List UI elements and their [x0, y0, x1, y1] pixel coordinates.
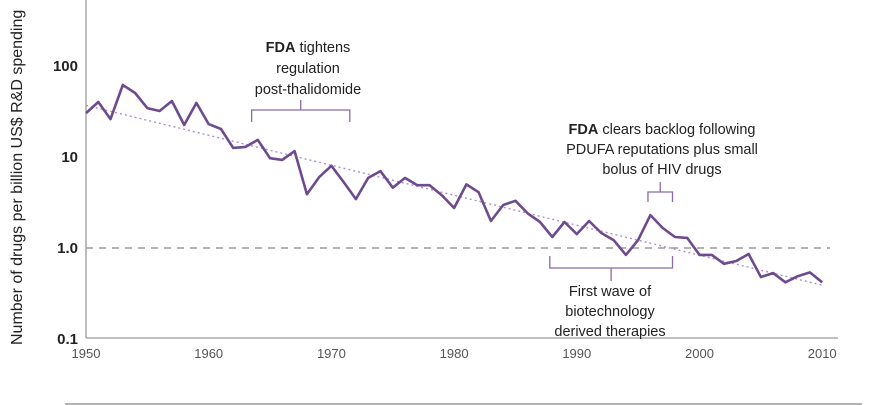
annotation-bracket	[250, 109, 351, 122]
axes	[85, 0, 838, 339]
annotation-bold-text: FDA	[266, 40, 296, 56]
y-tick-label: 100	[53, 58, 78, 75]
annotation-3: First wave of biotechnology derived therap…	[549, 256, 674, 340]
annotation-text-line: First wave of	[569, 284, 652, 300]
annotation-text: clears backlog following	[598, 122, 755, 138]
x-tick-label: 1970	[317, 346, 346, 361]
series-line	[85, 83, 824, 284]
y-tick-label: 0.1	[57, 331, 78, 348]
annotations: FDA tightensregulationpost-thalidomideFD…	[250, 40, 758, 340]
x-tick-label: 2000	[685, 346, 714, 361]
y-axis-label: Number of drugs per billion US$ R&D spen…	[9, 10, 26, 345]
annotation-text-line: derived therapies	[554, 324, 665, 340]
annotation-text-line: bolus of HIV drugs	[602, 162, 721, 178]
annotation-text-line: biotechnology	[565, 304, 655, 320]
annotation-text-line: PDUFA reputations plus small	[566, 142, 758, 158]
x-ticks: 1950 1960 1970 1980 1990 2000 2010	[72, 346, 837, 361]
series-group	[85, 83, 824, 284]
annotation-text-line: FDA tightens	[266, 40, 351, 56]
annotation-1: FDA tightens regulation post-thalidomide	[250, 40, 361, 122]
x-tick-label: 1990	[562, 346, 591, 361]
annotation-2: FDA clears backlog following PDUFA reputa…	[566, 122, 758, 202]
y-tick-label: 1.0	[57, 240, 78, 257]
x-tick-label: 1960	[194, 346, 223, 361]
annotation-text-line: regulation	[276, 61, 340, 77]
x-tick-label: 1980	[440, 346, 469, 361]
annotation-bold-text: FDA	[569, 122, 599, 138]
annotation-bracket	[549, 256, 674, 269]
annotation-text-line: FDA clears backlog following	[569, 122, 756, 138]
y-ticks: 0.1 1.0 10 100	[53, 58, 78, 348]
annotation-text-line: post-thalidomide	[255, 82, 361, 98]
x-tick-label: 2010	[808, 346, 837, 361]
annotation-bracket	[647, 191, 674, 202]
annotation-text: tightens	[295, 40, 350, 56]
y-tick-label: 10	[61, 149, 78, 166]
x-tick-label: 1950	[72, 346, 101, 361]
